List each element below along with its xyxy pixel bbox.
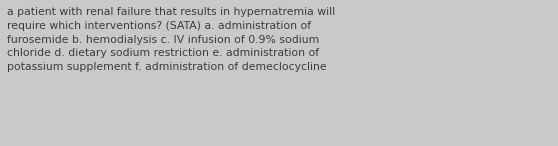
Text: a patient with renal failure that results in hypernatremia will
require which in: a patient with renal failure that result… bbox=[7, 7, 335, 72]
